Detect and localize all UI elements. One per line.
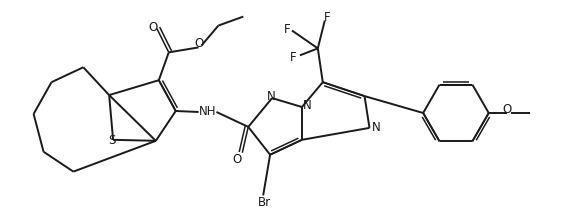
Text: O: O	[194, 37, 203, 50]
Text: S: S	[108, 134, 116, 147]
Text: O: O	[233, 153, 242, 166]
Text: O: O	[502, 103, 511, 116]
Text: O: O	[148, 21, 158, 34]
Text: F: F	[324, 11, 330, 24]
Text: Br: Br	[257, 196, 271, 209]
Text: NH: NH	[198, 105, 216, 118]
Text: F: F	[284, 23, 290, 36]
Text: N: N	[372, 121, 381, 134]
Text: N: N	[267, 90, 275, 103]
Text: N: N	[302, 99, 311, 112]
Text: F: F	[290, 51, 296, 64]
